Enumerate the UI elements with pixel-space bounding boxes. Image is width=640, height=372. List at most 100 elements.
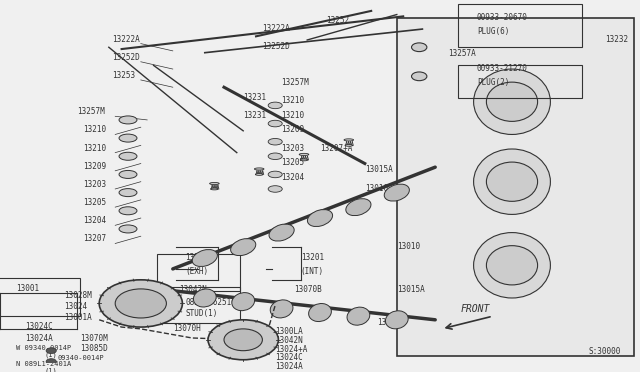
Text: 13024A: 13024A — [275, 362, 303, 371]
Bar — [458, 4, 582, 47]
Ellipse shape — [119, 116, 137, 124]
Ellipse shape — [269, 224, 294, 241]
Text: 13210: 13210 — [282, 96, 305, 105]
Ellipse shape — [268, 102, 282, 109]
Text: 13209: 13209 — [83, 162, 106, 171]
Ellipse shape — [119, 152, 137, 160]
Ellipse shape — [255, 168, 264, 170]
Text: 13257M: 13257M — [282, 78, 309, 87]
Ellipse shape — [268, 186, 282, 192]
Text: PLUG(2): PLUG(2) — [477, 78, 509, 87]
Text: 13231: 13231 — [243, 93, 266, 102]
Text: W 09340-0014P: W 09340-0014P — [16, 345, 71, 351]
Text: 13210: 13210 — [83, 144, 106, 153]
Ellipse shape — [268, 138, 282, 145]
Ellipse shape — [347, 307, 370, 325]
Circle shape — [99, 280, 182, 327]
Text: 13207: 13207 — [83, 234, 106, 244]
Ellipse shape — [345, 144, 353, 146]
Text: 09340-0014P: 09340-0014P — [58, 355, 104, 361]
Text: 13024C: 13024C — [275, 353, 303, 362]
Ellipse shape — [486, 162, 538, 201]
Text: 13253: 13253 — [112, 71, 135, 80]
Text: 13207+A: 13207+A — [320, 144, 353, 153]
Text: 13024C: 13024C — [26, 322, 53, 331]
Ellipse shape — [119, 225, 137, 233]
Text: PLUG(6): PLUG(6) — [477, 27, 509, 36]
Ellipse shape — [268, 120, 282, 127]
Text: S:30000: S:30000 — [589, 347, 621, 356]
Text: 13042N: 13042N — [179, 285, 207, 294]
Ellipse shape — [211, 188, 218, 190]
Text: 13070M: 13070M — [80, 334, 108, 343]
Ellipse shape — [300, 153, 309, 155]
Text: 13222A: 13222A — [262, 24, 290, 33]
Ellipse shape — [486, 82, 538, 121]
Text: 13210: 13210 — [282, 111, 305, 120]
Text: (INT): (INT) — [301, 267, 324, 276]
Text: 13203: 13203 — [83, 180, 106, 189]
Text: 13231: 13231 — [243, 111, 266, 120]
Ellipse shape — [346, 199, 371, 216]
Text: 00933-20670: 00933-20670 — [477, 13, 527, 22]
Ellipse shape — [307, 209, 333, 227]
Text: 13015A: 13015A — [365, 166, 392, 174]
Circle shape — [412, 43, 427, 52]
Ellipse shape — [474, 232, 550, 298]
Text: 13201: 13201 — [301, 253, 324, 262]
Bar — [157, 254, 240, 291]
Circle shape — [46, 359, 56, 365]
Text: 13001: 13001 — [16, 283, 39, 292]
Ellipse shape — [193, 289, 216, 307]
Text: 13010: 13010 — [365, 184, 388, 193]
Text: N 089L1-2401A: N 089L1-2401A — [16, 361, 71, 367]
Text: 13222A: 13222A — [112, 35, 140, 44]
Ellipse shape — [119, 207, 137, 215]
Text: 13232: 13232 — [605, 35, 628, 44]
Text: 13202: 13202 — [186, 253, 209, 262]
Bar — [0, 278, 80, 316]
Ellipse shape — [192, 250, 218, 266]
Ellipse shape — [308, 304, 332, 321]
Circle shape — [224, 329, 262, 351]
Text: 13085D: 13085D — [80, 343, 108, 353]
Bar — [458, 65, 582, 98]
Ellipse shape — [474, 149, 550, 214]
Circle shape — [412, 72, 427, 81]
Text: 13210: 13210 — [83, 125, 106, 134]
Bar — [157, 287, 240, 323]
Ellipse shape — [230, 238, 256, 256]
Text: 13070B: 13070B — [294, 285, 322, 294]
Text: STUD(1): STUD(1) — [186, 309, 218, 318]
Text: 13024A: 13024A — [26, 334, 53, 343]
Circle shape — [208, 320, 278, 360]
Ellipse shape — [384, 184, 410, 201]
Ellipse shape — [255, 173, 263, 175]
Ellipse shape — [344, 139, 354, 141]
Text: 13252D: 13252D — [262, 42, 290, 51]
Text: 13015A: 13015A — [397, 285, 424, 294]
Ellipse shape — [486, 246, 538, 285]
Text: 13257M: 13257M — [77, 107, 104, 116]
Text: 13203: 13203 — [282, 144, 305, 153]
Text: 13209: 13209 — [282, 125, 305, 134]
Text: 13204: 13204 — [83, 216, 106, 225]
Text: 13024: 13024 — [64, 302, 87, 311]
Ellipse shape — [268, 171, 282, 178]
Text: 13010: 13010 — [397, 242, 420, 251]
Text: 13024+A: 13024+A — [275, 345, 308, 354]
Text: 13205: 13205 — [282, 158, 305, 167]
Ellipse shape — [268, 153, 282, 160]
Circle shape — [46, 348, 56, 354]
Ellipse shape — [119, 189, 137, 197]
Text: 13205: 13205 — [83, 198, 106, 207]
Text: 13204: 13204 — [282, 173, 305, 182]
Text: 13001A: 13001A — [64, 312, 92, 322]
Text: 00933-21270: 00933-21270 — [477, 64, 527, 73]
Text: 1300LA: 1300LA — [275, 327, 303, 336]
Text: 13020: 13020 — [378, 318, 401, 327]
Text: (EXH): (EXH) — [186, 267, 209, 276]
Text: 08216-62510: 08216-62510 — [186, 298, 236, 307]
Text: 13028M: 13028M — [64, 291, 92, 300]
Text: 13070H: 13070H — [173, 324, 200, 333]
